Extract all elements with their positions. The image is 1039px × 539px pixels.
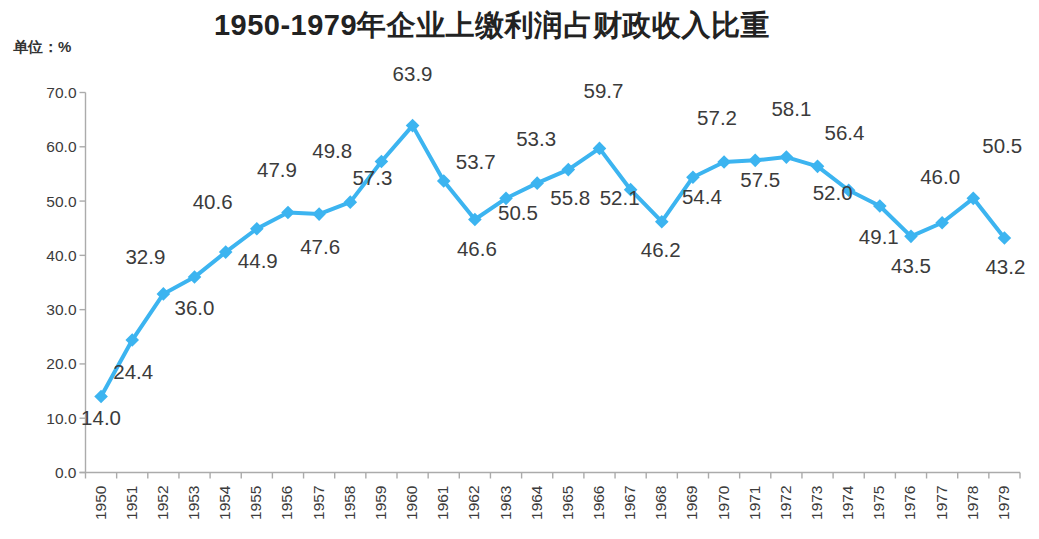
data-label: 53.7 [456, 150, 496, 173]
y-tick-label: 20.0 [46, 355, 77, 372]
data-point-marker [780, 150, 794, 164]
x-tick-label: 1965 [559, 486, 576, 520]
y-tick-label: 50.0 [46, 193, 77, 210]
x-tick-label: 1966 [590, 486, 607, 520]
x-tick-label: 1958 [341, 486, 358, 520]
x-tick-label: 1959 [372, 486, 389, 520]
x-tick-label: 1971 [746, 486, 763, 520]
x-tick-label: 1978 [964, 486, 981, 520]
x-tick-label: 1950 [92, 485, 109, 520]
data-label: 57.5 [740, 168, 780, 191]
data-label: 57.2 [697, 106, 737, 129]
y-tick-label: 10.0 [46, 410, 77, 427]
data-label: 44.9 [238, 249, 278, 272]
data-label: 47.9 [257, 158, 297, 181]
x-tick-label: 1973 [808, 486, 825, 520]
data-label: 56.4 [825, 121, 865, 144]
data-label: 49.1 [859, 225, 899, 248]
y-tick-label: 60.0 [46, 138, 77, 155]
line-chart-svg: 0.010.020.030.040.050.060.070.0195019511… [0, 0, 1039, 539]
data-label: 32.9 [125, 245, 165, 268]
data-label: 46.6 [457, 237, 497, 260]
x-tick-label: 1969 [683, 486, 700, 520]
data-label: 55.8 [550, 186, 590, 209]
x-tick-label: 1961 [434, 486, 451, 520]
x-tick-label: 1956 [278, 486, 295, 520]
data-point-marker [748, 154, 762, 168]
x-tick-label: 1974 [839, 485, 856, 520]
data-label: 46.2 [641, 238, 681, 261]
y-tick-label: 30.0 [46, 301, 77, 318]
x-tick-label: 1953 [185, 486, 202, 520]
x-tick-label: 1975 [870, 486, 887, 520]
data-label: 52.0 [813, 181, 853, 204]
data-label: 49.8 [312, 139, 352, 162]
data-label: 57.3 [352, 166, 392, 189]
x-tick-label: 1964 [528, 485, 545, 520]
x-tick-label: 1979 [995, 486, 1012, 520]
x-tick-label: 1951 [123, 486, 140, 520]
x-tick-label: 1960 [403, 485, 420, 520]
data-point-marker [312, 207, 326, 221]
x-tick-label: 1977 [933, 486, 950, 520]
data-label: 47.6 [300, 235, 340, 258]
x-tick-label: 1967 [621, 486, 638, 520]
data-label: 63.9 [393, 62, 433, 85]
x-tick-label: 1972 [777, 486, 794, 520]
y-tick-label: 0.0 [55, 464, 77, 481]
data-point-marker [530, 176, 544, 190]
series-line [101, 126, 1004, 397]
x-tick-label: 1954 [216, 485, 233, 520]
x-tick-label: 1968 [652, 486, 669, 520]
chart-canvas: 1950-1979年企业上缴利润占财政收入比重 单位：% 0.010.020.0… [0, 0, 1039, 539]
data-label: 50.5 [498, 201, 538, 224]
y-tick-label: 40.0 [46, 247, 77, 264]
x-tick-label: 1955 [247, 486, 264, 520]
data-label: 46.0 [920, 165, 960, 188]
data-label: 52.1 [600, 186, 640, 209]
data-label: 43.2 [985, 255, 1025, 278]
data-label: 59.7 [584, 79, 624, 102]
data-label: 40.6 [193, 190, 233, 213]
data-label: 14.0 [81, 406, 121, 429]
x-tick-label: 1957 [310, 486, 327, 520]
data-label: 36.0 [175, 296, 215, 319]
data-label: 53.3 [516, 127, 556, 150]
x-tick-label: 1976 [901, 486, 918, 520]
data-label: 50.5 [982, 134, 1022, 157]
x-tick-label: 1962 [465, 486, 482, 520]
data-label: 54.4 [682, 185, 722, 208]
data-label: 24.4 [113, 360, 153, 383]
x-tick-label: 1970 [715, 485, 732, 520]
data-point-marker [281, 206, 295, 220]
data-label: 58.1 [771, 97, 811, 120]
x-tick-label: 1963 [497, 486, 514, 520]
y-tick-label: 70.0 [46, 84, 77, 101]
data-label: 43.5 [891, 254, 931, 277]
x-tick-label: 1952 [154, 486, 171, 520]
data-point-marker [717, 155, 731, 169]
